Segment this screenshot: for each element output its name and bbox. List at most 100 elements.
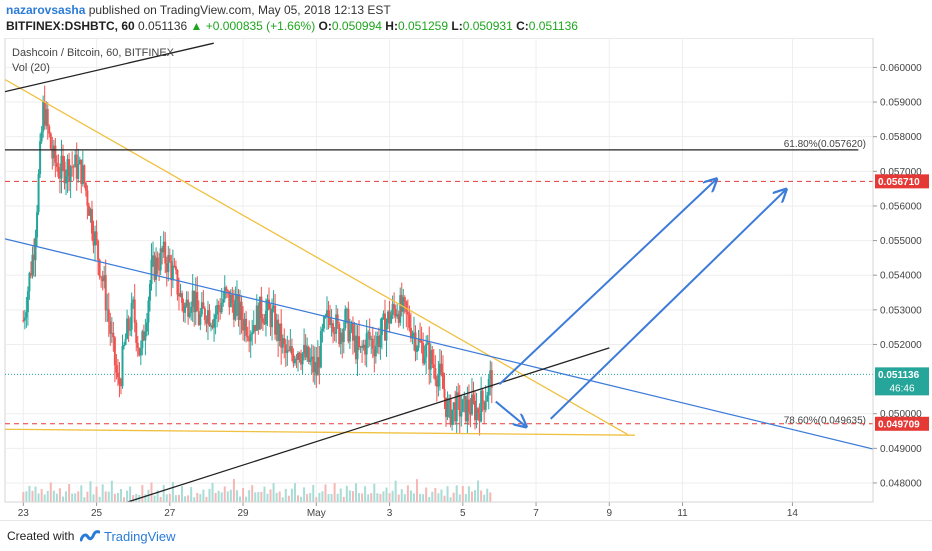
candle-body <box>277 319 280 341</box>
candle-body <box>452 402 455 410</box>
candle-body <box>232 303 235 320</box>
volume-bar <box>336 493 339 502</box>
candle-body <box>269 309 272 328</box>
candle-body <box>289 346 292 351</box>
volume-bar <box>25 491 28 502</box>
candle-body <box>239 301 242 321</box>
volume-bar <box>486 488 489 502</box>
candle-body <box>185 299 188 307</box>
candle-body <box>181 293 184 303</box>
volume-bar <box>61 496 64 502</box>
candle-body <box>446 402 449 417</box>
candle-body <box>480 390 483 422</box>
candle-body <box>66 159 69 177</box>
volume-bar <box>217 490 220 502</box>
volume-bar <box>351 491 354 502</box>
candle-body <box>168 255 171 262</box>
large-up-arrow-2 <box>550 190 785 420</box>
candle-body <box>261 318 264 323</box>
candle-body <box>121 346 124 387</box>
volume-bar <box>458 494 461 502</box>
candle-body <box>472 394 475 401</box>
ohlc-line: BITFINEX:DSHBTC, 60 0.051136 ▲ +0.000835… <box>6 19 578 33</box>
footer: Created with TradingView <box>0 520 932 551</box>
candle-body <box>101 277 104 282</box>
plot-area[interactable] <box>4 38 874 503</box>
candle-body <box>313 362 316 373</box>
volume-bar <box>165 494 168 502</box>
candle-body <box>329 317 332 326</box>
candle-body <box>144 331 147 341</box>
tradingview-brand[interactable]: TradingView <box>104 529 176 544</box>
candle-body <box>362 344 365 349</box>
candle-body <box>205 319 208 324</box>
volume-bar <box>28 485 31 502</box>
volume-bar <box>110 480 113 502</box>
low-label: L: <box>451 19 463 33</box>
time-tick-label: 23 <box>18 508 30 519</box>
candle-body <box>322 316 325 329</box>
candle-body <box>486 395 489 402</box>
large-up-arrow-1 <box>498 180 715 385</box>
candle-body <box>474 400 477 421</box>
candle-body <box>74 154 77 168</box>
volume-bar <box>306 494 309 502</box>
volume-bar <box>278 491 281 502</box>
candle-body <box>228 290 231 308</box>
price-tick-label: 0.049000 <box>880 444 922 455</box>
volume-bar <box>202 489 205 502</box>
candle-body <box>417 338 420 348</box>
volume-bar <box>284 488 287 502</box>
price-label-bg <box>875 174 929 189</box>
candle-body <box>28 272 31 292</box>
candle-body <box>124 338 127 345</box>
volume-bar <box>181 486 184 502</box>
volume-bar <box>126 490 129 502</box>
candle-body <box>210 325 213 327</box>
volume-bar <box>31 490 34 502</box>
candle-body <box>309 359 312 362</box>
volume-bar <box>37 493 40 502</box>
candle-body <box>268 299 271 310</box>
candle-body <box>63 161 66 184</box>
candle-body <box>188 313 191 317</box>
candle-body <box>295 358 298 360</box>
candle-body <box>454 402 457 422</box>
candle-body <box>116 372 119 378</box>
volume-bar <box>245 496 248 502</box>
volume-bar <box>92 494 95 502</box>
volume-bar <box>65 491 68 502</box>
volume-bar <box>190 487 193 502</box>
time-tick-label: 27 <box>164 508 176 519</box>
candle-body <box>347 308 350 342</box>
volume-bar <box>406 485 409 502</box>
level-price-label: 0.056710 <box>878 177 920 188</box>
candle-body <box>229 294 232 308</box>
candle-body <box>281 338 284 348</box>
volume-bar <box>293 483 296 502</box>
candle-body <box>36 212 39 238</box>
candle-body <box>350 323 353 330</box>
candle-body <box>196 292 199 312</box>
countdown-label: 46:46 <box>889 383 914 394</box>
volume-bar <box>132 495 135 502</box>
candle-body <box>278 323 281 341</box>
price-tick-label: 0.050000 <box>880 409 922 420</box>
small-down-arrow <box>495 400 525 426</box>
candle-body <box>403 297 406 302</box>
candle-body <box>202 302 205 309</box>
candle-body <box>478 413 481 422</box>
current-price-bg <box>875 367 929 396</box>
candle-body <box>406 311 409 315</box>
volume-bar <box>260 491 263 502</box>
author-name[interactable]: nazarovsasha <box>6 3 86 17</box>
volume-bar <box>419 493 422 502</box>
high-value: 0.051259 <box>397 19 449 33</box>
volume-bar <box>480 490 483 502</box>
volume-bar <box>257 492 260 502</box>
last-price: 0.051136 <box>138 19 188 33</box>
candle-body <box>319 331 322 368</box>
candle-body <box>255 305 258 331</box>
price-chart[interactable]: 61.80%(0.057620) 78.60%(0.049635) Dashcoi… <box>0 38 932 520</box>
close-value: 0.051136 <box>528 19 578 33</box>
